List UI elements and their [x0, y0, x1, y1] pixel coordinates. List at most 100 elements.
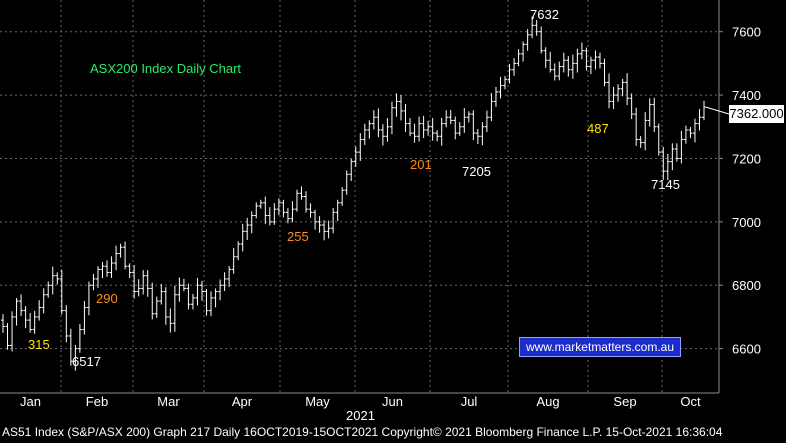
- y-tick-label: 7600: [732, 25, 761, 40]
- ohlc-bar: [643, 112, 648, 151]
- ohlc-bar: [254, 202, 259, 219]
- ohlc-bar: [132, 265, 137, 299]
- y-ticks: 6600 6800 7000 7200 7400 7600: [719, 25, 761, 357]
- last-price-label: 7362.000: [729, 105, 784, 123]
- ohlc-bar: [118, 243, 123, 258]
- ohlc-bar: [435, 130, 440, 142]
- ohlc-bar: [629, 93, 634, 119]
- ohlc-bar: [471, 110, 476, 141]
- ohlc-bar: [340, 187, 345, 206]
- annotation-label: 201: [410, 157, 432, 172]
- annotation-label: 7205: [462, 164, 491, 179]
- ohlc-bar: [412, 123, 417, 143]
- ohlc-bar: [566, 56, 571, 77]
- ohlc-bar: [480, 122, 485, 146]
- ohlc-bar: [403, 103, 408, 132]
- ohlc-bar: [371, 110, 376, 130]
- ohlc-bar: [579, 42, 584, 60]
- ohlc-bar: [503, 76, 508, 90]
- ohlc-bar: [59, 269, 64, 315]
- ohlc-bar: [376, 108, 381, 138]
- ohlc-bar: [620, 78, 625, 97]
- x-tick-label: May: [305, 394, 330, 409]
- ohlc-bar: [584, 47, 589, 71]
- ohlc-bar: [64, 305, 69, 343]
- y-tick-label: 6600: [732, 342, 761, 357]
- ohlc-bar: [597, 52, 602, 69]
- ohlc-bar: [656, 123, 661, 156]
- ohlc-bar: [209, 291, 214, 317]
- ohlc-bar: [136, 279, 141, 297]
- ohlc-bar: [358, 133, 363, 161]
- ohlc-bar: [389, 101, 394, 135]
- ohlc-bar: [349, 158, 354, 182]
- ohlc-bar: [380, 124, 385, 146]
- ohlc-bar: [159, 283, 164, 305]
- ohlc-bar: [299, 186, 304, 200]
- annotation-label: 290: [96, 291, 118, 306]
- ohlc-bar: [525, 29, 530, 51]
- ohlc-bar: [37, 300, 42, 321]
- ohlc-bar: [77, 323, 82, 353]
- ohlc-bar: [186, 283, 191, 310]
- ohlc-bar: [394, 93, 399, 117]
- ohlc-bar: [439, 117, 444, 146]
- ohlc-bar: [683, 125, 688, 144]
- annotation-label: 6517: [72, 354, 101, 369]
- ohlc-bar: [272, 203, 277, 225]
- ohlc-bar: [28, 312, 33, 333]
- annotations: 315 6517 290 255 201 7205 7632 487 7145: [28, 7, 680, 369]
- ohlc-bar: [679, 130, 684, 164]
- ohlc-bar: [512, 58, 517, 76]
- x-tick-label: Feb: [86, 394, 108, 409]
- ohlc-bar: [430, 118, 435, 141]
- ohlc-bar: [204, 288, 209, 316]
- ohlc-bar: [141, 270, 146, 295]
- x-ticks: Jan Feb Mar Apr May Jun Jul Aug Sep Oct: [20, 394, 701, 409]
- ohlc-bar: [150, 282, 155, 320]
- ohlc-bar: [498, 76, 503, 99]
- ohlc-bar: [308, 203, 313, 218]
- footer-bar: AS51 Index (S&P/ASX 200) Graph 217 Daily…: [0, 421, 786, 443]
- ohlc-bar: [475, 128, 480, 144]
- ohlc-bar: [10, 311, 15, 352]
- ohlc-bar: [570, 54, 575, 79]
- annotation-label: 315: [28, 337, 50, 352]
- ohlc-bar: [616, 84, 621, 102]
- ohlc-bar: [276, 198, 281, 216]
- price-chart: 6600 6800 7000 7200 7400 7600 Jan Feb Mar Apr May…: [0, 0, 761, 421]
- ohlc-bar: [168, 308, 173, 333]
- ohlc-bar: [23, 306, 28, 329]
- x-tick-label: Jul: [461, 394, 478, 409]
- y-tick-label: 7000: [732, 215, 761, 230]
- ohlc-bar: [195, 277, 200, 306]
- ohlc-bar: [46, 281, 51, 298]
- watermark[interactable]: www.marketmatters.com.au: [519, 337, 681, 357]
- ohlc-bar: [353, 146, 358, 167]
- ohlc-bar: [575, 48, 580, 73]
- ohlc-bar: [335, 199, 340, 222]
- ohlc-bar: [177, 277, 182, 302]
- x-tick-label: Jun: [382, 394, 403, 409]
- ohlc-bar: [86, 281, 91, 316]
- ohlc-bar: [661, 146, 666, 181]
- ohlc-bar: [290, 201, 295, 223]
- annotation-label: 487: [587, 121, 609, 136]
- ohlc-bar: [55, 272, 60, 285]
- y-tick-label: 7200: [732, 151, 761, 166]
- ohlc-bar: [236, 241, 241, 261]
- y-tick-label: 7400: [732, 88, 761, 103]
- ohlc-bar: [421, 115, 426, 138]
- ohlc-bar: [625, 73, 630, 106]
- ohlc-bar: [493, 86, 498, 107]
- ohlc-bar: [670, 143, 675, 171]
- chart-title: ASX200 Index Daily Chart: [90, 61, 241, 76]
- ohlc-bar: [231, 247, 236, 274]
- ohlc-bar: [634, 107, 639, 146]
- ohlc-bar: [181, 278, 186, 292]
- ohlc-bar: [285, 208, 290, 224]
- ohlc-bar: [14, 298, 19, 326]
- ohlc-bar: [240, 223, 245, 252]
- ohlc-bar: [258, 199, 263, 209]
- ohlc-bar: [602, 58, 607, 87]
